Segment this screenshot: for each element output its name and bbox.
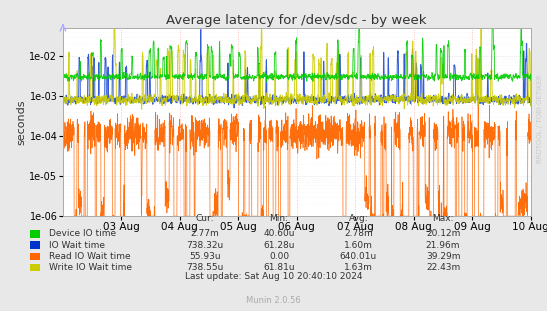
Text: 2.77m: 2.77m [191, 230, 219, 238]
Text: Avg:: Avg: [348, 214, 368, 223]
Text: 40.60u: 40.60u [263, 230, 295, 238]
Text: Last update: Sat Aug 10 20:40:10 2024: Last update: Sat Aug 10 20:40:10 2024 [185, 272, 362, 281]
Text: Max:: Max: [432, 214, 454, 223]
Text: 738.32u: 738.32u [187, 241, 224, 249]
Text: 61.81u: 61.81u [263, 263, 295, 272]
Text: 738.55u: 738.55u [187, 263, 224, 272]
Text: Cur:: Cur: [196, 214, 214, 223]
Text: Device IO time: Device IO time [49, 230, 117, 238]
Text: 22.43m: 22.43m [426, 263, 460, 272]
Text: Write IO Wait time: Write IO Wait time [49, 263, 132, 272]
Y-axis label: seconds: seconds [16, 99, 27, 145]
Text: 20.12m: 20.12m [426, 230, 460, 238]
Title: Average latency for /dev/sdc - by week: Average latency for /dev/sdc - by week [166, 14, 427, 27]
Text: RRDTOOL / TOBI OETIKER: RRDTOOL / TOBI OETIKER [537, 74, 543, 163]
Text: 21.96m: 21.96m [426, 241, 461, 249]
Text: 1.63m: 1.63m [344, 263, 373, 272]
Text: 55.93u: 55.93u [189, 252, 221, 261]
Text: 39.29m: 39.29m [426, 252, 461, 261]
Text: IO Wait time: IO Wait time [49, 241, 105, 249]
Text: 0.00: 0.00 [269, 252, 289, 261]
Text: 640.01u: 640.01u [340, 252, 377, 261]
Text: 61.28u: 61.28u [263, 241, 295, 249]
Text: 1.60m: 1.60m [344, 241, 373, 249]
Text: Munin 2.0.56: Munin 2.0.56 [246, 295, 301, 304]
Text: 2.78m: 2.78m [344, 230, 373, 238]
Text: Read IO Wait time: Read IO Wait time [49, 252, 131, 261]
Text: Min:: Min: [270, 214, 288, 223]
